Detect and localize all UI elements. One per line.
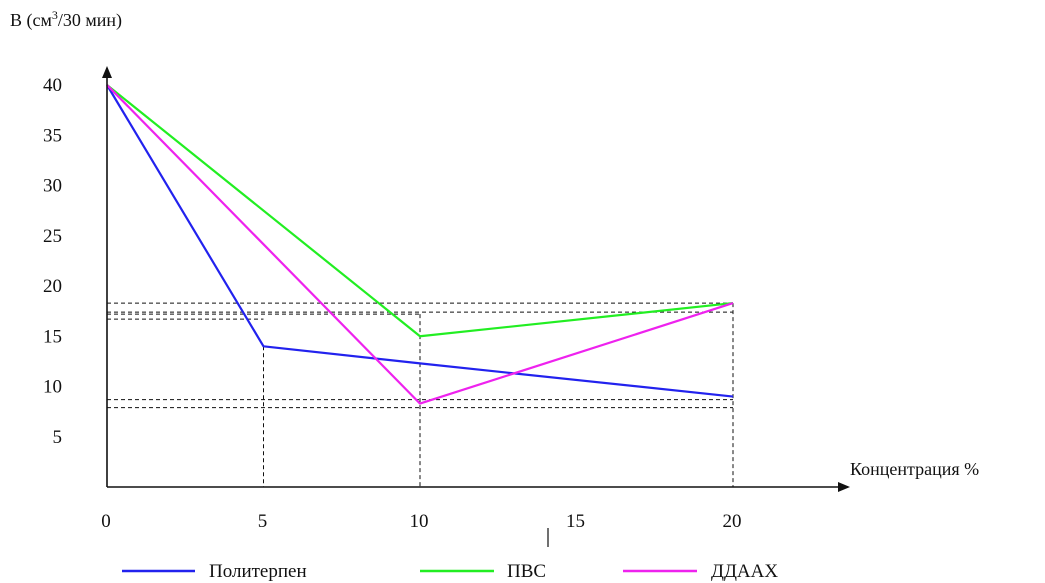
series-line-0 bbox=[106, 84, 734, 398]
legend-label-2: ДДААХ bbox=[711, 561, 778, 582]
x-tick-label: 20 bbox=[723, 511, 742, 532]
series-line-1 bbox=[106, 84, 734, 338]
y-tick-label: 25 bbox=[43, 226, 62, 247]
y-tick-label: 30 bbox=[43, 176, 62, 197]
y-tick-label: 5 bbox=[53, 427, 63, 448]
y-axis-title: B (см3/30 мин) bbox=[10, 8, 122, 31]
x-tick-label: 5 bbox=[258, 511, 268, 532]
series-lines bbox=[106, 84, 734, 405]
legend-label-0: Политерпен bbox=[209, 561, 307, 582]
y-tick-label: 20 bbox=[43, 276, 62, 297]
y-tick-label: 15 bbox=[43, 326, 62, 347]
y-tick-label: 10 bbox=[43, 377, 62, 398]
x-tick-label: 0 bbox=[101, 511, 111, 532]
x-tick-label: 10 bbox=[410, 511, 429, 532]
tick-labels: 5 10 15 20 25 30 35 40 0 5 10 15 20 bbox=[43, 75, 742, 532]
axes bbox=[102, 66, 850, 547]
legend: Политерпен ПВС ДДААХ bbox=[122, 561, 778, 582]
x-axis-title: Концентрация % bbox=[850, 459, 979, 479]
legend-label-1: ПВС bbox=[507, 561, 546, 582]
y-tick-label: 35 bbox=[43, 125, 62, 146]
y-tick-label: 40 bbox=[43, 75, 62, 96]
reference-lines bbox=[107, 302, 734, 487]
x-tick-label: 15 bbox=[566, 511, 585, 532]
series-line-2 bbox=[106, 84, 734, 405]
